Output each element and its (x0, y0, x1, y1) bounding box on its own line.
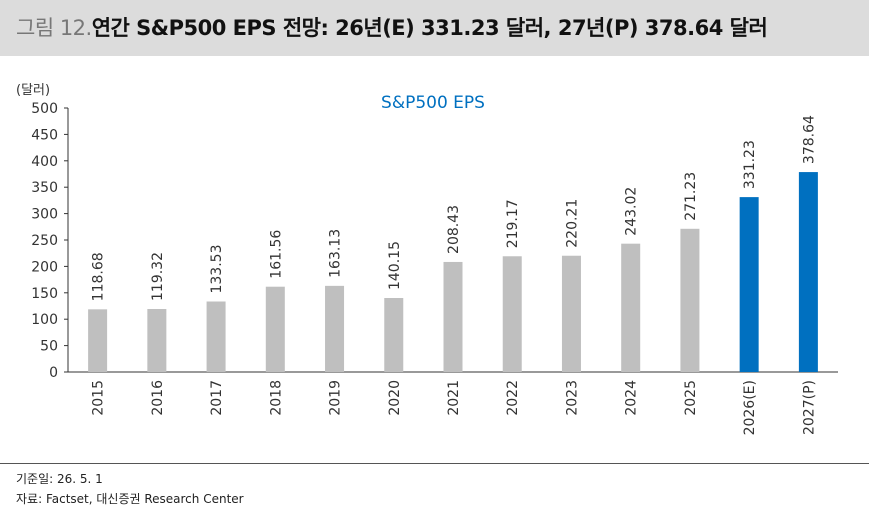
source-note: 자료: Factset, 대신증권 Research Center (16, 492, 244, 506)
y-tick-label: 350 (31, 180, 58, 196)
x-tick-label-2020: 2020 (387, 380, 403, 416)
bar-2016 (147, 308, 167, 372)
value-label-2021: 208.43 (446, 205, 462, 254)
value-label-2015: 118.68 (91, 252, 107, 301)
footer-divider (0, 463, 869, 464)
x-tick-label-2022: 2022 (505, 380, 521, 416)
bar-2015 (88, 309, 108, 372)
value-label-2017: 133.53 (209, 244, 225, 293)
x-tick-label-2024: 2024 (624, 380, 640, 416)
x-tick-label-2027(P): 2027(P) (801, 380, 817, 435)
value-label-2026(E): 331.23 (742, 140, 758, 189)
x-tick-label-2018: 2018 (268, 380, 284, 416)
value-label-2025: 271.23 (683, 172, 699, 221)
x-tick-label-2016: 2016 (150, 380, 166, 416)
value-label-2016: 119.32 (150, 252, 166, 301)
x-tick-label-2017: 2017 (209, 380, 225, 416)
x-tick-label-2021: 2021 (446, 380, 462, 416)
bar-2018 (265, 286, 285, 372)
value-label-2024: 243.02 (624, 187, 640, 236)
y-axis-unit-label: (달러) (16, 83, 50, 98)
figure-title: 그림 12.연간 S&P500 EPS 전망: 26년(E) 331.23 달러… (16, 14, 768, 42)
value-label-2018: 161.56 (268, 230, 284, 279)
bar-2019 (325, 285, 345, 372)
value-label-2020: 140.15 (387, 241, 403, 290)
base-date-note: 기준일: 26. 5. 1 (16, 472, 103, 486)
y-tick-label: 100 (31, 312, 58, 328)
x-tick-label-2015: 2015 (91, 380, 107, 416)
y-tick-label: 400 (31, 154, 58, 170)
bar-series (88, 172, 818, 372)
bar-2027(P) (798, 172, 818, 372)
bar-2024 (621, 243, 641, 372)
value-label-2019: 163.13 (328, 229, 344, 278)
y-tick-label: 50 (40, 339, 58, 355)
bar-2020 (384, 298, 404, 372)
value-label-2023: 220.21 (564, 199, 580, 248)
y-tick-label: 0 (49, 365, 58, 381)
bar-2023 (561, 255, 581, 372)
value-label-2022: 219.17 (505, 199, 521, 248)
x-axis-labels: 2015 2016 2017 2018 2019 2020 2021 2022 2023 2024… (91, 380, 818, 435)
bar-2026(E) (739, 197, 759, 372)
y-tick-label: 200 (31, 259, 58, 275)
chart-title: S&P500 EPS (381, 93, 485, 113)
figure-number: 그림 12. (16, 16, 92, 40)
data-labels: 118.68 119.32 133.53 161.56 163.13 140.15 208.… (91, 115, 818, 301)
value-label-2027(P): 378.64 (801, 115, 817, 164)
y-tick-label: 300 (31, 207, 58, 223)
x-tick-label-2026(E): 2026(E) (742, 380, 758, 435)
y-tick-label: 150 (31, 286, 58, 302)
x-tick-label-2025: 2025 (683, 380, 699, 416)
bar-2017 (206, 301, 226, 372)
x-tick-label-2019: 2019 (328, 380, 344, 416)
figure-header: 그림 12.연간 S&P500 EPS 전망: 26년(E) 331.23 달러… (0, 0, 869, 56)
bar-2025 (680, 228, 700, 372)
eps-bar-chart: (달러) S&P500 EPS 0 50 100 150 200 250 300 350 400… (16, 83, 838, 435)
bar-2022 (502, 256, 522, 372)
x-tick-label-2023: 2023 (564, 380, 580, 416)
y-tick-label: 500 (31, 101, 58, 117)
bar-2021 (443, 261, 463, 372)
y-axis: 0 50 100 150 200 250 300 350 400 450 500 (31, 101, 68, 381)
figure-heading: 연간 S&P500 EPS 전망: 26년(E) 331.23 달러, 27년(… (91, 16, 768, 40)
y-tick-label: 250 (31, 233, 58, 249)
y-tick-label: 450 (31, 127, 58, 143)
